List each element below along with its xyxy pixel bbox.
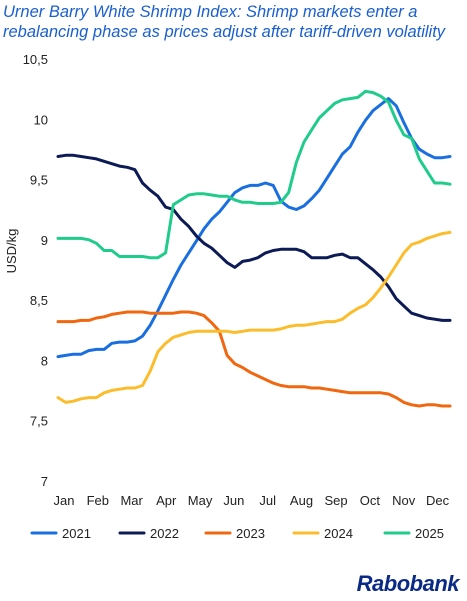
series-line-2023 <box>56 310 452 408</box>
series-line-2025 <box>56 89 452 260</box>
y-tick-label: 10,5 <box>23 52 48 67</box>
y-tick-label: 9 <box>41 233 48 248</box>
y-tick-label: 8,5 <box>30 293 48 308</box>
series-lines <box>56 89 452 408</box>
legend-label: 2024 <box>324 526 353 541</box>
x-tick-label: Sep <box>325 493 348 508</box>
legend-item-2024: 2024 <box>292 526 353 541</box>
y-tick-label: 7 <box>41 474 48 489</box>
legend-label: 2023 <box>236 526 265 541</box>
x-tick-label: Mar <box>120 493 143 508</box>
y-axis-title: USD/kg <box>4 229 19 274</box>
x-tick-label: Feb <box>87 493 109 508</box>
y-tick-label: 7,5 <box>30 414 48 429</box>
chart-axes: 7 7,5 8 8,5 9 9,5 10 10,5 USD/kg Jan Feb Mar Apr May J… <box>4 52 450 508</box>
x-tick-label: Oct <box>360 493 381 508</box>
series-line-2021 <box>56 97 452 359</box>
y-tick-label: 8 <box>41 353 48 368</box>
x-tick-label: Aug <box>290 493 313 508</box>
x-tick-label: Jun <box>223 493 244 508</box>
y-tick-label: 9,5 <box>30 173 48 188</box>
chart-title: Urner Barry White Shrimp Index: Shrimp m… <box>3 3 446 41</box>
series-line-2022 <box>56 153 452 322</box>
x-tick-label: Jul <box>259 493 276 508</box>
brand-logo: Rabobank <box>356 571 460 596</box>
series-line-2024 <box>56 230 452 404</box>
x-tick-label: Dec <box>426 493 450 508</box>
y-tick-label: 10 <box>34 112 48 127</box>
legend-item-2025: 2025 <box>383 526 444 541</box>
x-tick-label: Apr <box>156 493 177 508</box>
legend-item-2021: 2021 <box>30 526 91 541</box>
x-tick-label: Nov <box>392 493 416 508</box>
legend-label: 2021 <box>62 526 91 541</box>
chart-legend: 2021 2022 2023 2024 2025 <box>30 526 444 541</box>
legend-label: 2022 <box>150 526 179 541</box>
legend-item-2023: 2023 <box>204 526 265 541</box>
legend-label: 2025 <box>415 526 444 541</box>
x-tick-label: May <box>188 493 213 508</box>
x-tick-label: Jan <box>54 493 75 508</box>
legend-item-2022: 2022 <box>118 526 179 541</box>
